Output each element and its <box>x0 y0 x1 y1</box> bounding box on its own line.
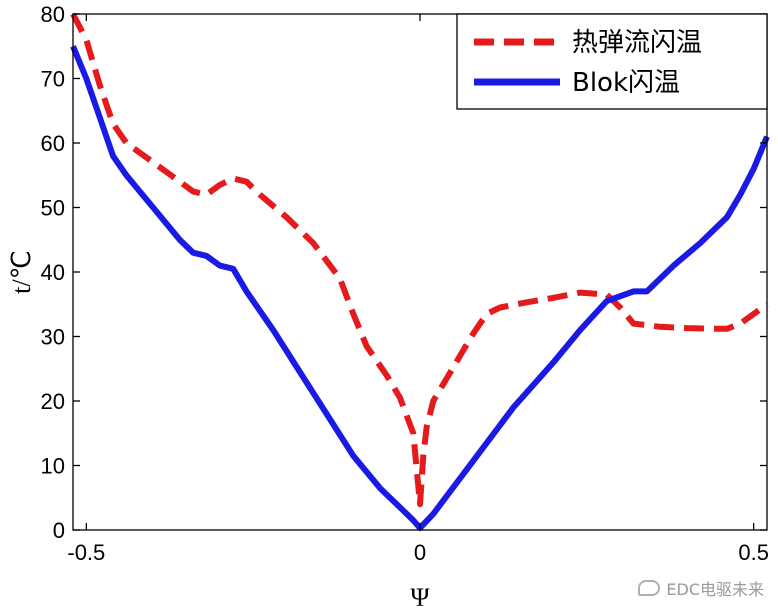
x-tick-label: 0.5 <box>738 540 769 565</box>
y-tick-label: 60 <box>41 131 65 156</box>
legend: 热弹流闪温 Blok闪温 <box>456 13 768 110</box>
watermark-text: EDC电驱未来 <box>666 580 764 599</box>
y-tick-label: 20 <box>41 389 65 414</box>
series-line-blok <box>70 45 770 532</box>
y-tick-label: 70 <box>41 67 65 92</box>
y-tick-label: 10 <box>41 454 65 479</box>
x-axis-label: Ψ <box>410 583 430 612</box>
x-tick-label: -0.5 <box>67 540 105 565</box>
y-tick-label: 30 <box>41 325 65 350</box>
legend-label-thermal-ehl: 热弹流闪温 <box>572 28 702 58</box>
chat-bubble-icon <box>638 580 661 596</box>
watermark: EDC电驱未来 <box>638 576 764 600</box>
series-line-thermal-ehl <box>70 12 769 508</box>
y-tick-label: 40 <box>41 260 65 285</box>
plot-area <box>70 12 770 532</box>
y-tick-label: 50 <box>41 196 65 221</box>
y-tick-label: 80 <box>41 2 65 27</box>
legend-box <box>456 13 768 110</box>
legend-label-blok: Blok闪温 <box>572 68 680 98</box>
y-axis-label: t/℃ <box>7 250 36 294</box>
y-tick-label: 0 <box>53 518 65 543</box>
x-tick-label: 0 <box>414 540 426 565</box>
